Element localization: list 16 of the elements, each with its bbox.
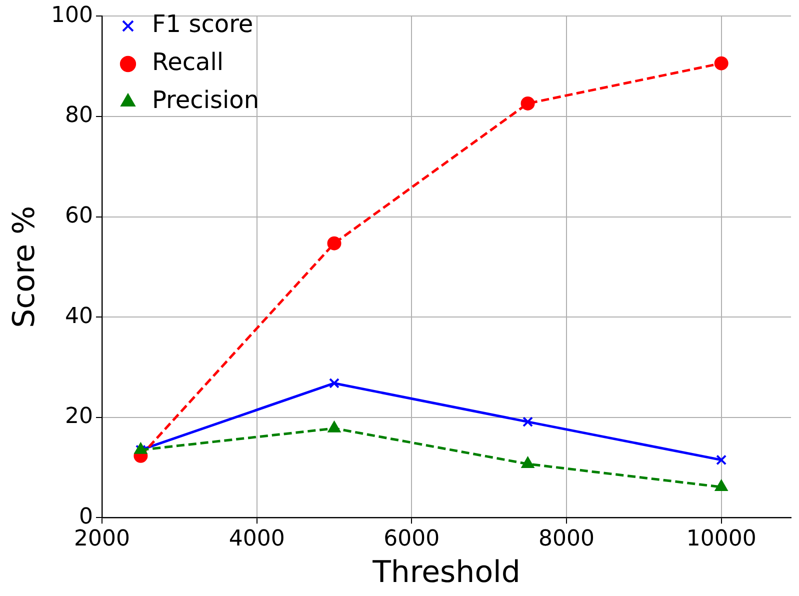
y-tick-label: 80 [64,103,93,128]
x-tick-label: 10000 [686,526,756,552]
legend-label: Precision [152,86,260,114]
x-axis-title: Threshold [372,554,520,590]
x-tick-label: 6000 [384,526,440,552]
x-tick-label: 2000 [74,526,130,552]
y-tick-label: 40 [64,304,93,329]
y-tick-label: 0 [78,504,93,530]
x-tick-label: 4000 [228,526,285,552]
y-tick-label: 100 [50,2,93,28]
x-tick-label: 8000 [538,526,594,552]
y-axis-title: Score % [6,206,42,328]
legend-label: Recall [152,48,224,76]
y-tick-label: 20 [64,404,93,430]
y-tick-label: 60 [64,203,93,228]
legend-label: F1 score [152,10,254,38]
